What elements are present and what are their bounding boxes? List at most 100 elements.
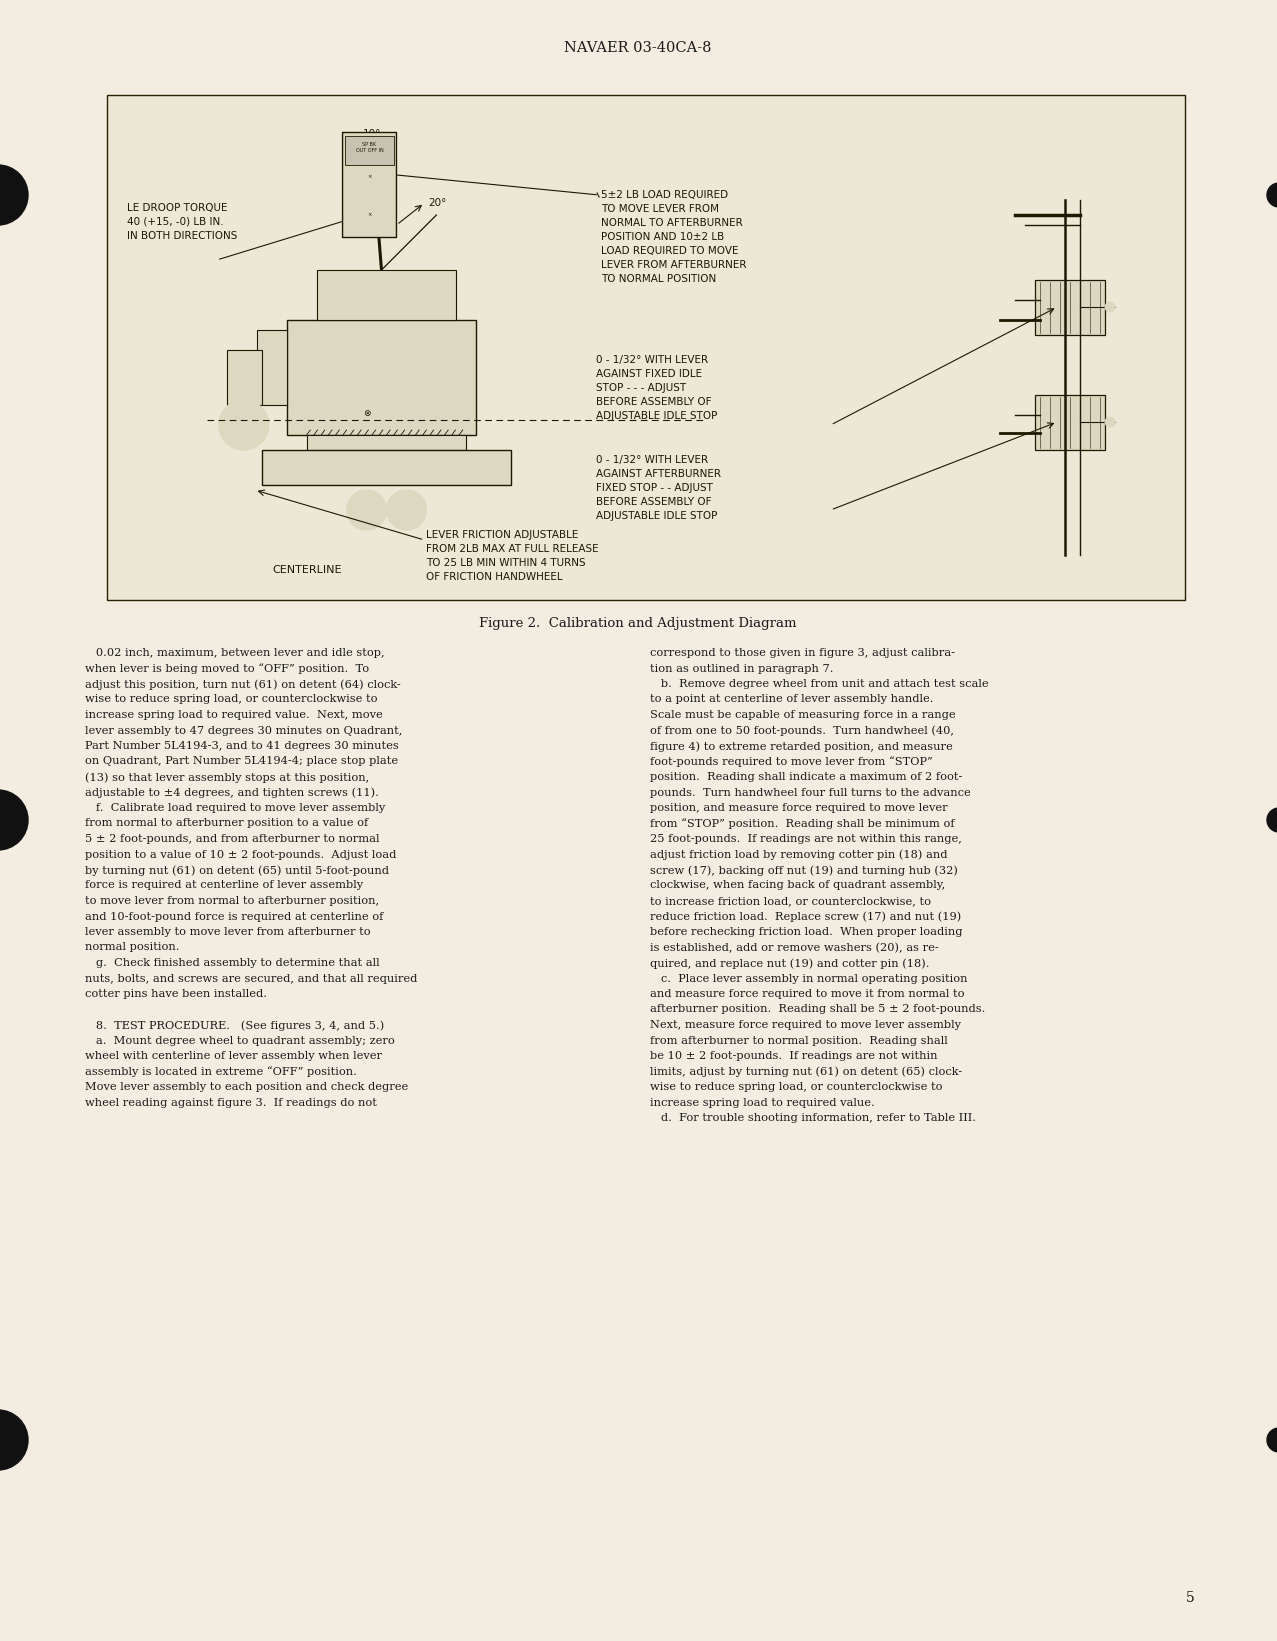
Text: cotter pins have been installed.: cotter pins have been installed. — [86, 990, 267, 999]
Text: lever assembly to move lever from afterburner to: lever assembly to move lever from afterb… — [86, 927, 370, 937]
Text: screw (17), backing off nut (19) and turning hub (32): screw (17), backing off nut (19) and tur… — [650, 865, 958, 876]
Text: 0 - 1/32° WITH LEVER
AGAINST FIXED IDLE
STOP - - - ADJUST
BEFORE ASSEMBLY OF
ADJ: 0 - 1/32° WITH LEVER AGAINST FIXED IDLE … — [596, 354, 718, 422]
Text: wise to reduce spring load, or counterclockwise to: wise to reduce spring load, or countercl… — [86, 694, 378, 704]
Bar — [262, 450, 511, 486]
Circle shape — [303, 410, 310, 418]
Text: b.  Remove degree wheel from unit and attach test scale: b. Remove degree wheel from unit and att… — [650, 679, 988, 689]
Text: when lever is being moved to “OFF” position.  To: when lever is being moved to “OFF” posit… — [86, 663, 369, 674]
Text: c.  Place lever assembly in normal operating position: c. Place lever assembly in normal operat… — [650, 973, 968, 983]
Text: to move lever from normal to afterburner position,: to move lever from normal to afterburner… — [86, 896, 379, 906]
Text: force is required at centerline of lever assembly: force is required at centerline of lever… — [86, 881, 363, 891]
Text: wise to reduce spring load, or counterclockwise to: wise to reduce spring load, or countercl… — [650, 1081, 942, 1091]
Text: a.  Mount degree wheel to quadrant assembly; zero: a. Mount degree wheel to quadrant assemb… — [86, 1035, 395, 1045]
Circle shape — [218, 400, 268, 450]
Text: g.  Check finished assembly to determine that all: g. Check finished assembly to determine … — [86, 958, 379, 968]
Text: (13) so that lever assembly stops at this position,: (13) so that lever assembly stops at thi… — [86, 771, 369, 783]
Text: to increase friction load, or counterclockwise, to: to increase friction load, or counterclo… — [650, 896, 931, 906]
Text: tion as outlined in paragraph 7.: tion as outlined in paragraph 7. — [650, 663, 834, 673]
Text: 10°: 10° — [363, 130, 381, 139]
Text: CENTERLINE: CENTERLINE — [272, 565, 341, 574]
Circle shape — [360, 187, 378, 205]
Circle shape — [1267, 184, 1277, 207]
Text: 5: 5 — [1185, 1592, 1194, 1605]
Text: 0 - 1/32° WITH LEVER
AGAINST AFTERBURNER
FIXED STOP - - ADJUST
BEFORE ASSEMBLY O: 0 - 1/32° WITH LEVER AGAINST AFTERBURNER… — [596, 455, 722, 520]
Text: NAVAER 03-40CA-8: NAVAER 03-40CA-8 — [564, 41, 711, 56]
Bar — [317, 271, 456, 320]
Text: ⊗: ⊗ — [363, 409, 370, 417]
FancyBboxPatch shape — [342, 133, 396, 238]
Circle shape — [363, 169, 377, 184]
Text: ×: × — [368, 212, 372, 217]
Circle shape — [0, 789, 28, 850]
Text: 8.  TEST PROCEDURE.   (See figures 3, 4, and 5.): 8. TEST PROCEDURE. (See figures 3, 4, an… — [86, 1021, 384, 1031]
Text: normal position.: normal position. — [86, 942, 180, 952]
Text: from “STOP” position.  Reading shall be minimum of: from “STOP” position. Reading shall be m… — [650, 819, 955, 829]
Text: be 10 ± 2 foot-pounds.  If readings are not within: be 10 ± 2 foot-pounds. If readings are n… — [650, 1050, 937, 1062]
Text: from afterburner to normal position.  Reading shall: from afterburner to normal position. Rea… — [650, 1035, 948, 1045]
Text: increase spring load to required value.  Next, move: increase spring load to required value. … — [86, 711, 383, 720]
Text: on Quadrant, Part Number 5L4194-4; place stop plate: on Quadrant, Part Number 5L4194-4; place… — [86, 757, 398, 766]
Text: position to a value of 10 ± 2 foot-pounds.  Adjust load: position to a value of 10 ± 2 foot-pound… — [86, 850, 396, 860]
Text: wheel with centerline of lever assembly when lever: wheel with centerline of lever assembly … — [86, 1050, 382, 1062]
Text: and 10-foot-pound force is required at centerline of: and 10-foot-pound force is required at c… — [86, 911, 383, 922]
Circle shape — [387, 491, 427, 530]
Text: Next, measure force required to move lever assembly: Next, measure force required to move lev… — [650, 1021, 962, 1031]
Text: pounds.  Turn handwheel four full turns to the advance: pounds. Turn handwheel four full turns t… — [650, 788, 971, 798]
Circle shape — [0, 1410, 28, 1470]
Text: position, and measure force required to move lever: position, and measure force required to … — [650, 802, 948, 812]
Text: from normal to afterburner position to a value of: from normal to afterburner position to a… — [86, 819, 368, 829]
Circle shape — [1105, 302, 1115, 312]
Text: d.  For trouble shooting information, refer to Table III.: d. For trouble shooting information, ref… — [650, 1113, 976, 1122]
Text: Move lever assembly to each position and check degree: Move lever assembly to each position and… — [86, 1081, 409, 1091]
Text: LE DROOP TORQUE
40 (+15, -0) LB IN.
IN BOTH DIRECTIONS: LE DROOP TORQUE 40 (+15, -0) LB IN. IN B… — [126, 203, 238, 241]
Text: SP BK
OUT OFF IN: SP BK OUT OFF IN — [355, 141, 383, 153]
Text: and measure force required to move it from normal to: and measure force required to move it fr… — [650, 990, 964, 999]
Text: before rechecking friction load.  When proper loading: before rechecking friction load. When pr… — [650, 927, 963, 937]
Text: increase spring load to required value.: increase spring load to required value. — [650, 1098, 875, 1108]
Bar — [1036, 395, 1105, 450]
Text: adjust this position, turn nut (61) on detent (64) clock-: adjust this position, turn nut (61) on d… — [86, 679, 401, 689]
Text: foot-pounds required to move lever from “STOP”: foot-pounds required to move lever from … — [650, 757, 932, 768]
Text: 5 ± 2 foot-pounds, and from afterburner to normal: 5 ± 2 foot-pounds, and from afterburner … — [86, 834, 379, 843]
Text: adjust friction load by removing cotter pin (18) and: adjust friction load by removing cotter … — [650, 850, 948, 860]
Text: Scale must be capable of measuring force in a range: Scale must be capable of measuring force… — [650, 711, 955, 720]
Text: to a point at centerline of lever assembly handle.: to a point at centerline of lever assemb… — [650, 694, 933, 704]
Circle shape — [268, 464, 276, 473]
Circle shape — [363, 207, 377, 222]
Text: 0.02 inch, maximum, between lever and idle stop,: 0.02 inch, maximum, between lever and id… — [86, 648, 384, 658]
Text: assembly is located in extreme “OFF” position.: assembly is located in extreme “OFF” pos… — [86, 1067, 356, 1076]
Text: lever assembly to 47 degrees 30 minutes on Quadrant,: lever assembly to 47 degrees 30 minutes … — [86, 725, 402, 735]
Text: ×: × — [368, 174, 372, 179]
Circle shape — [337, 410, 346, 418]
Text: Figure 2.  Calibration and Adjustment Diagram: Figure 2. Calibration and Adjustment Dia… — [479, 617, 797, 630]
Text: of from one to 50 foot-pounds.  Turn handwheel (40,: of from one to 50 foot-pounds. Turn hand… — [650, 725, 954, 737]
Text: wheel reading against figure 3.  If readings do not: wheel reading against figure 3. If readi… — [86, 1098, 377, 1108]
Text: 20°: 20° — [428, 199, 447, 208]
Text: f.  Calibrate load required to move lever assembly: f. Calibrate load required to move lever… — [86, 802, 386, 812]
Text: clockwise, when facing back of quadrant assembly,: clockwise, when facing back of quadrant … — [650, 881, 945, 891]
Text: 25 foot-pounds.  If readings are not within this range,: 25 foot-pounds. If readings are not with… — [650, 834, 962, 843]
Circle shape — [0, 166, 28, 225]
Circle shape — [323, 464, 331, 473]
Circle shape — [412, 464, 420, 473]
Text: Part Number 5L4194-3, and to 41 degrees 30 minutes: Part Number 5L4194-3, and to 41 degrees … — [86, 742, 398, 752]
Bar — [227, 350, 262, 405]
Text: LEVER FRICTION ADJUSTABLE
FROM 2LB MAX AT FULL RELEASE
TO 25 LB MIN WITHIN 4 TUR: LEVER FRICTION ADJUSTABLE FROM 2LB MAX A… — [427, 530, 599, 583]
Text: 5±2 LB LOAD REQUIRED
TO MOVE LEVER FROM
NORMAL TO AFTERBURNER
POSITION AND 10±2 : 5±2 LB LOAD REQUIRED TO MOVE LEVER FROM … — [601, 190, 747, 284]
Bar — [306, 435, 466, 450]
Text: limits, adjust by turning nut (61) on detent (65) clock-: limits, adjust by turning nut (61) on de… — [650, 1067, 962, 1076]
Text: position.  Reading shall indicate a maximum of 2 foot-: position. Reading shall indicate a maxim… — [650, 771, 963, 783]
Bar — [345, 136, 395, 164]
Bar — [257, 330, 286, 405]
Text: figure 4) to extreme retarded position, and measure: figure 4) to extreme retarded position, … — [650, 742, 953, 752]
Text: reduce friction load.  Replace screw (17) and nut (19): reduce friction load. Replace screw (17)… — [650, 911, 962, 922]
Text: adjustable to ±4 degrees, and tighten screws (11).: adjustable to ±4 degrees, and tighten sc… — [86, 788, 379, 798]
Bar — [107, 95, 1185, 601]
Circle shape — [1267, 807, 1277, 832]
Bar — [1036, 281, 1105, 335]
Bar — [286, 320, 476, 435]
Circle shape — [1267, 1428, 1277, 1452]
Circle shape — [346, 491, 387, 530]
Text: nuts, bolts, and screws are secured, and that all required: nuts, bolts, and screws are secured, and… — [86, 973, 418, 983]
Circle shape — [492, 464, 501, 473]
